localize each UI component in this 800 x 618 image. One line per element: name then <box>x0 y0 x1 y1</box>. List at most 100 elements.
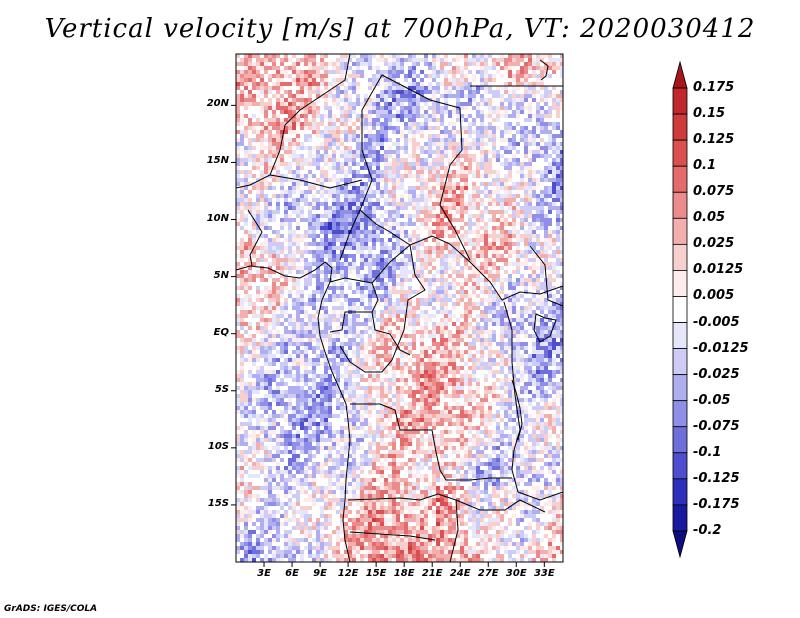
field-cell <box>272 158 276 162</box>
field-cell <box>268 286 272 290</box>
field-cell <box>524 166 528 170</box>
field-cell <box>464 154 468 158</box>
field-cell <box>444 218 448 222</box>
field-cell <box>388 194 392 198</box>
field-cell <box>500 70 504 74</box>
field-cell <box>300 262 304 266</box>
field-cell <box>496 86 500 90</box>
field-cell <box>348 242 352 246</box>
field-cell <box>236 54 240 58</box>
field-cell <box>448 226 452 230</box>
field-cell <box>312 270 316 274</box>
field-cell <box>548 290 552 294</box>
field-cell <box>268 202 272 206</box>
field-cell <box>304 98 308 102</box>
field-cell <box>480 106 484 110</box>
field-cell <box>512 190 516 194</box>
field-cell <box>472 58 476 62</box>
field-cell <box>468 270 472 274</box>
field-cell <box>372 182 376 186</box>
field-cell <box>316 174 320 178</box>
field-cell <box>244 266 248 270</box>
field-cell <box>360 186 364 190</box>
field-cell <box>384 254 388 258</box>
field-cell <box>376 270 380 274</box>
field-cell <box>508 170 512 174</box>
field-cell <box>548 234 552 238</box>
field-cell <box>244 66 248 70</box>
field-cell <box>304 90 308 94</box>
field-cell <box>404 126 408 130</box>
field-cell <box>316 282 320 286</box>
field-cell <box>476 266 480 270</box>
field-cell <box>280 70 284 74</box>
field-cell <box>444 198 448 202</box>
field-cell <box>272 58 276 62</box>
field-cell <box>324 222 328 226</box>
field-cell <box>388 82 392 86</box>
field-cell <box>424 214 428 218</box>
field-cell <box>416 86 420 90</box>
field-cell <box>400 66 404 70</box>
field-cell <box>548 138 552 142</box>
field-cell <box>412 78 416 82</box>
field-cell <box>236 74 240 78</box>
field-cell <box>364 262 368 266</box>
field-cell <box>340 202 344 206</box>
field-cell <box>536 146 540 150</box>
field-cell <box>348 82 352 86</box>
field-cell <box>288 278 292 282</box>
field-cell <box>316 54 320 58</box>
field-cell <box>444 122 448 126</box>
field-cell <box>464 198 468 202</box>
field-cell <box>516 150 520 154</box>
field-cell <box>480 98 484 102</box>
field-cell <box>252 242 256 246</box>
field-cell <box>432 122 436 126</box>
field-cell <box>396 214 400 218</box>
field-cell <box>240 74 244 78</box>
field-cell <box>356 210 360 214</box>
field-cell <box>484 286 488 290</box>
field-cell <box>432 70 436 74</box>
field-cell <box>392 122 396 126</box>
field-cell <box>496 234 500 238</box>
field-cell <box>528 78 532 82</box>
field-cell <box>536 178 540 182</box>
field-cell <box>392 114 396 118</box>
field-cell <box>260 262 264 266</box>
field-cell <box>424 114 428 118</box>
field-cell <box>260 210 264 214</box>
field-cell <box>472 74 476 78</box>
field-cell <box>440 174 444 178</box>
field-cell <box>308 282 312 286</box>
field-cell <box>236 230 240 234</box>
field-cell <box>536 186 540 190</box>
field-cell <box>396 294 400 298</box>
field-cell <box>544 186 548 190</box>
field-cell <box>504 98 508 102</box>
field-cell <box>372 150 376 154</box>
field-cell <box>524 126 528 130</box>
field-cell <box>288 190 292 194</box>
field-cell <box>256 294 260 298</box>
field-cell <box>308 58 312 62</box>
field-cell <box>348 118 352 122</box>
field-cell <box>344 162 348 166</box>
field-cell <box>236 62 240 66</box>
field-cell <box>532 186 536 190</box>
field-cell <box>432 262 436 266</box>
field-cell <box>240 62 244 66</box>
field-cell <box>336 290 340 294</box>
field-cell <box>308 122 312 126</box>
field-cell <box>540 142 544 146</box>
field-cell <box>244 178 248 182</box>
field-cell <box>504 202 508 206</box>
field-cell <box>332 78 336 82</box>
field-cell <box>424 62 428 66</box>
field-cell <box>500 86 504 90</box>
field-cell <box>324 150 328 154</box>
field-cell <box>460 106 464 110</box>
field-cell <box>300 178 304 182</box>
field-cell <box>300 234 304 238</box>
